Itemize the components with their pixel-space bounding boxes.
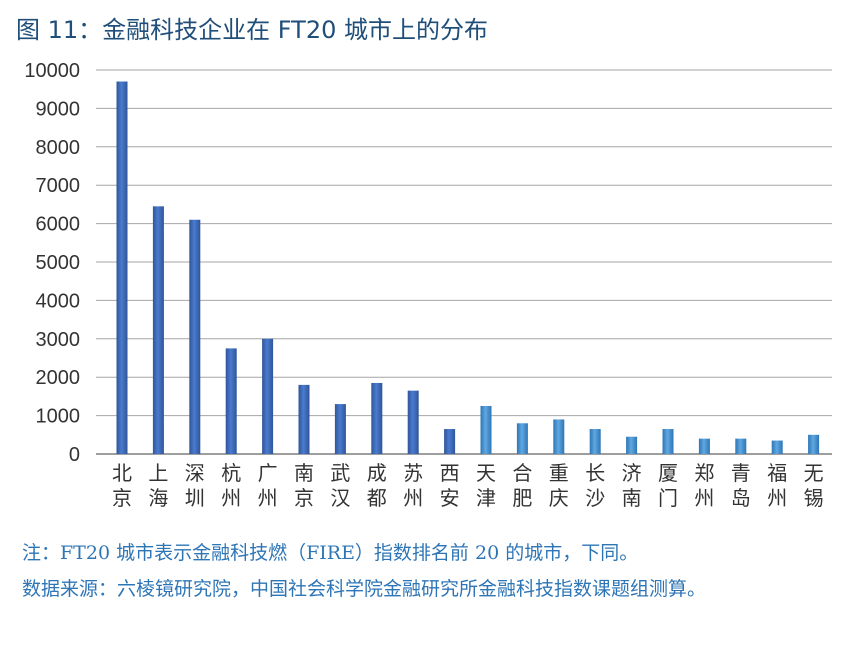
x-tick-label: 杭州 [221,461,241,510]
bar-武汉 [334,404,346,454]
gridlines [96,69,832,455]
y-tick-label: 3000 [36,329,81,351]
bar-苏州 [407,390,419,454]
x-tick-label: 成都 [367,461,387,510]
y-tick-label: 2000 [36,367,81,389]
bar-广州 [262,338,274,454]
x-tick-label: 无锡 [804,461,824,510]
y-tick-label: 7000 [36,175,81,197]
x-tick-label: 济南 [622,461,642,510]
bar-杭州 [225,348,237,454]
x-tick-label: 苏州 [403,461,423,510]
bar-长沙 [589,429,601,454]
x-tick-label: 武汉 [330,461,350,510]
bar-合肥 [516,423,528,454]
x-tick-label: 深圳 [185,461,205,510]
chart-title: 图 11：金融科技企业在 FT20 城市上的分布 [16,16,489,44]
x-tick-label: 郑州 [694,461,714,510]
bar-福州 [771,440,783,454]
bar-青岛 [735,438,747,454]
chart-source: 数据来源：六棱镜研究院，中国社会科学院金融研究所金融科技指数课题组测算。 [22,578,707,600]
x-tick-label: 上海 [148,461,168,510]
bar-北京 [116,81,128,455]
x-tick-label: 重庆 [549,461,569,510]
bar-无锡 [808,434,820,454]
bar-郑州 [698,438,710,454]
x-tick-label: 天津 [476,461,496,510]
y-tick-label: 1000 [36,406,81,428]
x-tick-label: 合肥 [512,461,532,510]
bar-深圳 [189,219,201,454]
y-tick-label: 9000 [36,98,81,120]
bar-成都 [371,382,383,454]
bar-天津 [480,406,492,454]
y-axis-ticks: 0 1000 2000 3000 4000 5000 6000 7000 8000 9000 100… [24,60,80,466]
bar-chart: 0 1000 2000 3000 4000 5000 6000 7000 8000 9000 100… [24,60,832,510]
x-tick-label: 长沙 [585,461,605,510]
y-tick-label: 6000 [36,214,81,236]
x-tick-label: 北京 [112,461,132,510]
bars [116,81,820,455]
bar-重庆 [553,419,565,454]
x-tick-label: 厦门 [658,461,678,510]
bar-南京 [298,384,310,454]
y-tick-label: 0 [69,444,80,466]
y-tick-label: 4000 [36,290,81,312]
bar-上海 [152,206,164,454]
x-tick-label: 南京 [294,461,314,510]
y-tick-label: 8000 [36,137,81,159]
bar-济南 [626,436,638,454]
y-tick-label: 10000 [24,60,80,82]
bar-西安 [444,429,456,454]
x-tick-label: 青岛 [731,461,751,510]
y-tick-label: 5000 [36,252,81,274]
chart-note: 注：FT20 城市表示金融科技燃（FIRE）指数排名前 20 的城市，下同。 [22,542,639,564]
bar-厦门 [662,429,674,454]
x-tick-label: 西安 [440,461,460,510]
x-tick-label: 福州 [767,461,787,510]
x-tick-label: 广州 [258,461,278,510]
